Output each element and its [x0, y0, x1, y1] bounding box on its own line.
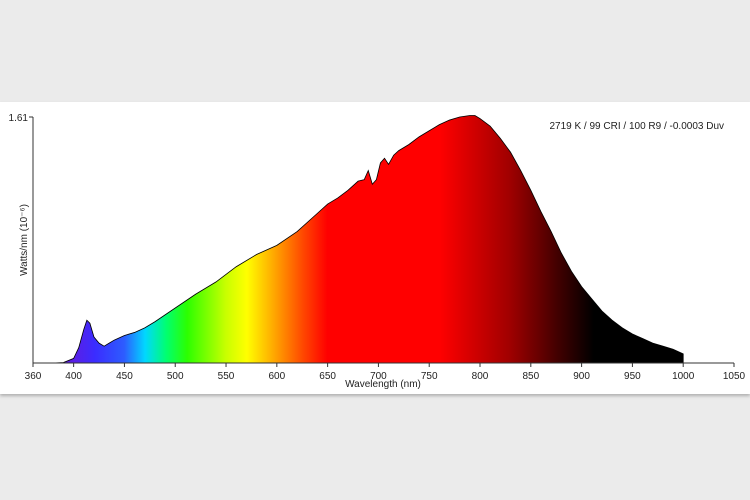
x-tick-label: 950 [624, 371, 641, 382]
x-tick-label: 360 [25, 371, 42, 382]
chart-card: 360 400 450 500 550 600 650 700 750 800 850 900 950 1… [0, 102, 750, 394]
x-tick-label: 400 [65, 371, 82, 382]
x-tick-label: 1000 [672, 371, 695, 382]
spectrum-chart: 360 400 450 500 550 600 650 700 750 800 850 900 950 1… [9, 113, 746, 390]
spectrum-area [53, 115, 684, 364]
spectrum-annotation: 2719 K / 99 CRI / 100 R9 / -0.0003 Duv [549, 121, 724, 132]
x-tick-label: 800 [472, 371, 489, 382]
y-tick-label: 1.61 [9, 113, 29, 124]
y-axis-ticks: 1.61 [9, 113, 33, 124]
x-tick-label: 900 [573, 371, 590, 382]
x-tick-label: 550 [218, 371, 235, 382]
y-axis-title: Watts/nm (10⁻⁶) [19, 204, 30, 276]
x-tick-label: 850 [522, 371, 539, 382]
spectrum-area-layer [53, 115, 684, 364]
x-tick-label: 650 [319, 371, 336, 382]
x-tick-label: 750 [421, 371, 438, 382]
x-axis-title: Wavelength (nm) [345, 379, 421, 390]
x-tick-label: 600 [268, 371, 285, 382]
x-tick-label: 1050 [723, 371, 746, 382]
x-axis-ticks: 360 400 450 500 550 600 650 700 750 800 850 900 950 1… [25, 363, 746, 382]
x-tick-label: 700 [370, 371, 387, 382]
x-tick-label: 500 [167, 371, 184, 382]
x-tick-label: 450 [116, 371, 133, 382]
